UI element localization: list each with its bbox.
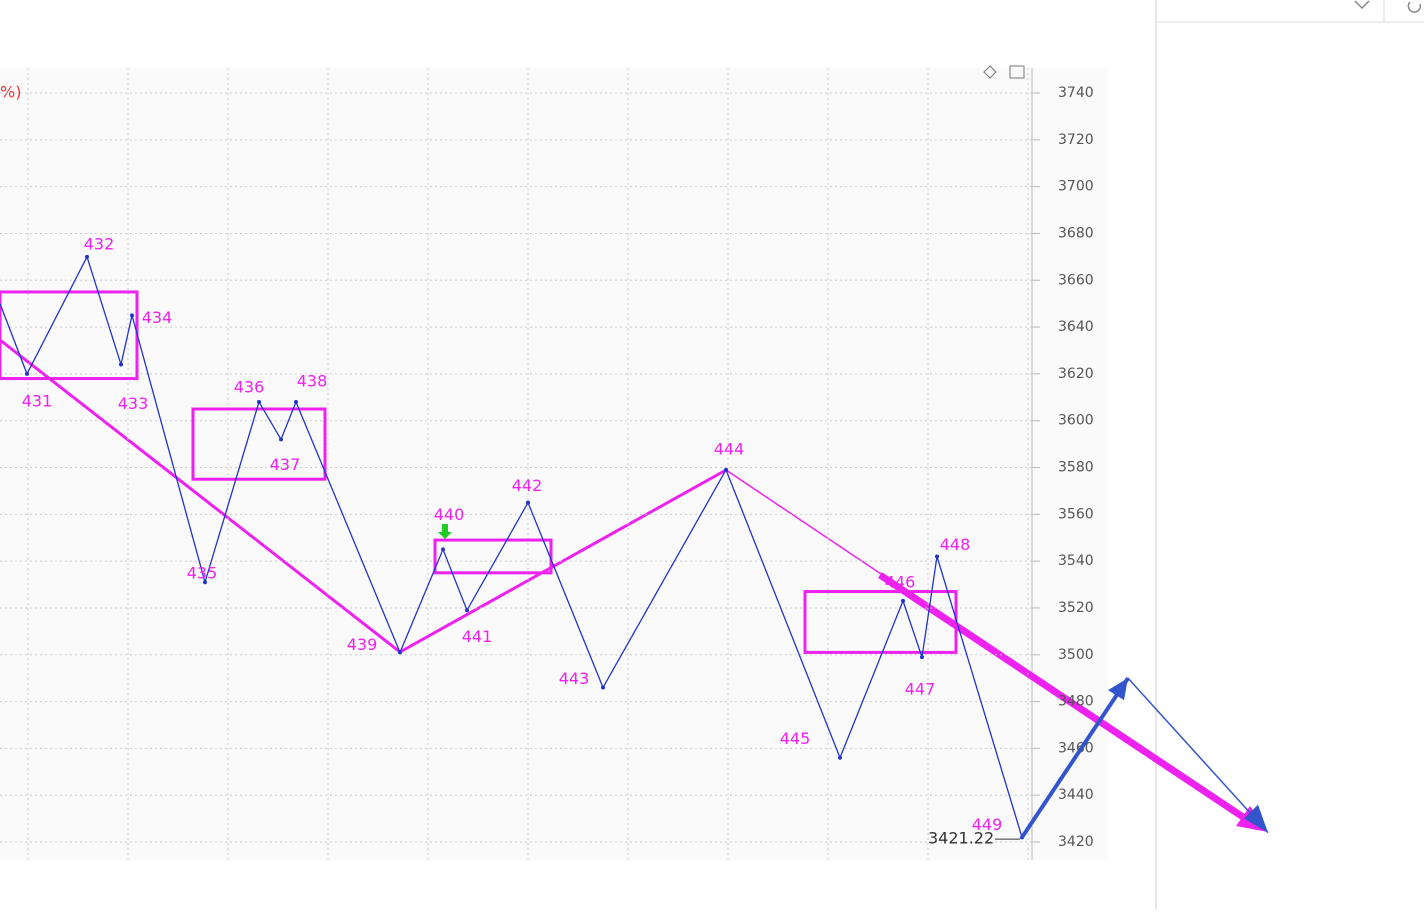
trend-line <box>725 469 891 581</box>
trend-line <box>399 468 727 654</box>
pivot-label: 443 <box>559 669 590 688</box>
pivot-label: 446 <box>885 572 916 591</box>
y-tick-label: 3680 <box>1058 225 1094 241</box>
pivot-label: 448 <box>940 535 971 554</box>
y-tick-label: 3620 <box>1058 366 1094 382</box>
pivot-point <box>130 313 134 318</box>
y-tick-label: 3420 <box>1058 834 1094 850</box>
y-tick-label: 3540 <box>1058 553 1094 569</box>
pivot-label: 444 <box>714 439 745 458</box>
y-tick-label: 3700 <box>1058 179 1094 195</box>
pivot-label: 441 <box>462 627 493 646</box>
pivot-point <box>203 580 207 585</box>
y-tick-label: 3560 <box>1058 506 1094 522</box>
corner-text: %) <box>0 83 21 102</box>
pivot-label: 437 <box>270 455 301 474</box>
y-tick-label: 3600 <box>1058 413 1094 429</box>
pivot-point <box>920 655 924 660</box>
pivot-label: 439 <box>347 635 378 654</box>
zigzag-line <box>0 255 1023 838</box>
y-tick-label: 3500 <box>1058 647 1094 663</box>
projection-up <box>1020 677 1130 839</box>
pivot-label: 442 <box>512 476 543 495</box>
pivot-label: 435 <box>187 564 218 583</box>
pivot-point <box>724 467 728 472</box>
range-box <box>803 590 958 654</box>
pivot-point <box>294 399 298 404</box>
pivot-label: 436 <box>234 377 265 396</box>
pivot-label: 434 <box>142 308 173 327</box>
range-box <box>433 538 553 575</box>
range-box <box>191 407 327 481</box>
y-tick-label: 3520 <box>1058 600 1094 616</box>
y-tick-label: 3580 <box>1058 460 1094 476</box>
arrow-head <box>1108 678 1128 701</box>
pivot-point <box>257 399 261 404</box>
pivot-point <box>279 437 283 442</box>
trend-line <box>0 338 401 654</box>
y-tick-label: 3720 <box>1058 132 1094 148</box>
projection-down <box>1127 677 1269 834</box>
arrow-head <box>1244 804 1268 833</box>
y-tick-label: 3640 <box>1058 319 1094 335</box>
pivot-label: 433 <box>118 394 149 413</box>
pivot-label: 445 <box>780 729 811 748</box>
pivot-label: 440 <box>434 505 465 524</box>
pivot-label: 447 <box>905 680 936 699</box>
pivot-label: 438 <box>297 371 328 390</box>
pivot-point <box>935 554 939 559</box>
pivot-point <box>119 362 123 367</box>
diamond-icon[interactable] <box>983 65 997 79</box>
pivot-label: 449 <box>972 815 1003 834</box>
last-price: 3421.22 <box>928 829 994 848</box>
pivot-point <box>901 598 905 603</box>
y-tick-label: 3660 <box>1058 272 1094 288</box>
y-tick-label: 3740 <box>1058 85 1094 101</box>
signal-arrow <box>438 524 452 539</box>
pivot-point <box>465 608 469 613</box>
pivot-point <box>398 650 402 655</box>
panel-icon[interactable] <box>1009 65 1025 79</box>
plot-background <box>0 68 1108 860</box>
dropdown-icon[interactable] <box>1354 0 1370 10</box>
y-tick-label: 3440 <box>1058 787 1094 803</box>
pivot-point <box>601 685 605 690</box>
y-tick-label: 3480 <box>1058 694 1094 710</box>
pivot-label: 432 <box>84 234 115 253</box>
pivot-point <box>838 755 842 760</box>
refresh-icon[interactable] <box>1407 1 1422 13</box>
trend-arrow <box>878 572 1257 828</box>
pivot-label: 431 <box>22 391 53 410</box>
pivot-point <box>85 254 89 259</box>
pivot-point <box>526 500 530 505</box>
pivot-point <box>25 371 29 376</box>
pivot-point <box>441 547 445 552</box>
